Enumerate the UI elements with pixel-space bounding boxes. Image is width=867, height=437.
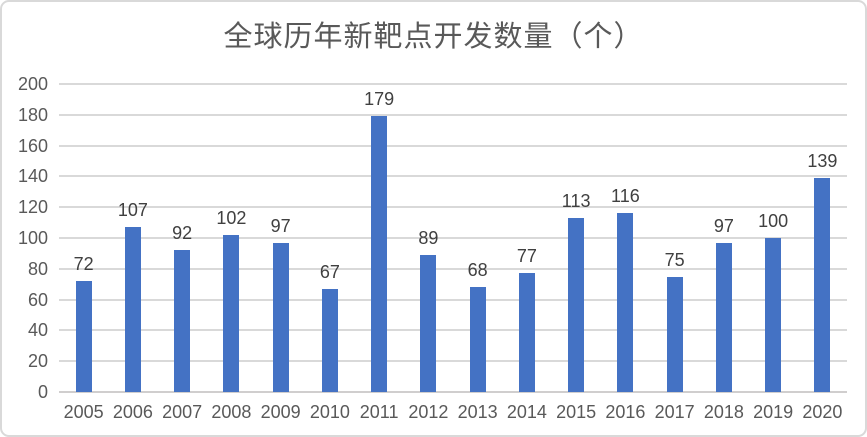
bar — [518, 273, 535, 392]
bar — [174, 250, 191, 392]
gridline — [59, 360, 847, 363]
x-axis: 2005 2006 2007 2008 2009 2010 2011 2012 2013 2014… — [59, 400, 847, 426]
x-axis-label: 2009 — [260, 402, 301, 422]
gridline — [59, 329, 847, 332]
gridline — [59, 206, 847, 209]
x-axis-label: 2010 — [309, 402, 350, 422]
bar-value-label: 179 — [364, 89, 395, 110]
bar — [666, 276, 683, 392]
y-axis: 0 20 40 60 80 100 120 140 160 180 200 — [2, 74, 48, 402]
bar — [469, 287, 486, 392]
y-axis-label: 0 — [37, 382, 48, 402]
gridline — [59, 267, 847, 270]
bar — [371, 116, 388, 392]
bar-value-label: 139 — [807, 150, 838, 171]
y-axis-label: 120 — [17, 197, 48, 218]
bar-value-label: 97 — [270, 215, 291, 236]
bar-value-label: 102 — [216, 207, 247, 228]
bar — [765, 238, 782, 392]
bar-value-label: 92 — [172, 223, 193, 244]
bar-value-label: 72 — [73, 254, 94, 275]
y-axis-label: 40 — [27, 320, 48, 341]
x-axis-label: 2014 — [506, 402, 547, 422]
gridline — [59, 298, 847, 301]
x-axis-label: 2017 — [654, 402, 695, 422]
bar — [568, 217, 585, 392]
x-axis-label: 2007 — [162, 402, 203, 422]
bar — [223, 234, 240, 392]
x-axis-label: 2019 — [753, 402, 794, 422]
y-axis-label: 160 — [17, 135, 48, 156]
x-axis-label: 2018 — [703, 402, 744, 422]
gridline — [59, 237, 847, 239]
gridline — [59, 175, 847, 178]
bar-value-label: 116 — [611, 186, 640, 207]
y-axis-label: 140 — [17, 166, 48, 187]
x-axis-label: 2005 — [63, 402, 104, 422]
x-axis-label: 2012 — [408, 402, 449, 422]
bar-value-label: 97 — [713, 215, 734, 236]
gridline — [59, 144, 847, 147]
bar-value-label: 113 — [561, 190, 591, 211]
bar-value-label: 100 — [758, 211, 789, 231]
y-axis-label: 100 — [17, 228, 48, 248]
bar — [617, 213, 634, 392]
x-axis-label: 2013 — [457, 402, 498, 422]
y-axis-label: 200 — [17, 74, 48, 94]
bar-value-label: 75 — [664, 249, 685, 270]
bar-value-label: 68 — [467, 260, 488, 281]
chart-title: 全球历年新靶点开发数量（个） — [223, 21, 644, 53]
bar-value-label: 89 — [418, 227, 439, 248]
x-axis-line — [59, 391, 847, 393]
y-axis-label: 20 — [27, 351, 48, 372]
x-axis-label: 2006 — [112, 402, 153, 422]
bar-value-label: 67 — [319, 261, 340, 282]
bar — [124, 227, 141, 392]
x-axis-label: 2016 — [605, 402, 646, 422]
x-axis-label: 2020 — [802, 402, 843, 422]
gridline — [59, 113, 847, 116]
bar — [321, 288, 338, 392]
bar — [75, 281, 92, 392]
bar-value-label: 77 — [516, 246, 537, 267]
bar-value-label: 107 — [117, 200, 148, 221]
x-axis-label: 2011 — [359, 402, 399, 422]
y-axis-label: 180 — [17, 104, 48, 125]
y-axis-label: 80 — [27, 258, 48, 279]
plot-area: 72 107 92 102 97 67 179 89 68 77 113 116 75 97 100 139 — [59, 83, 847, 393]
gridline — [59, 83, 847, 85]
y-axis-label: 60 — [27, 289, 48, 310]
bar — [715, 242, 732, 392]
bar — [272, 242, 289, 392]
x-axis-label: 2008 — [211, 402, 252, 422]
bar — [420, 254, 437, 392]
x-axis-label: 2015 — [556, 402, 597, 422]
bar — [814, 177, 831, 392]
